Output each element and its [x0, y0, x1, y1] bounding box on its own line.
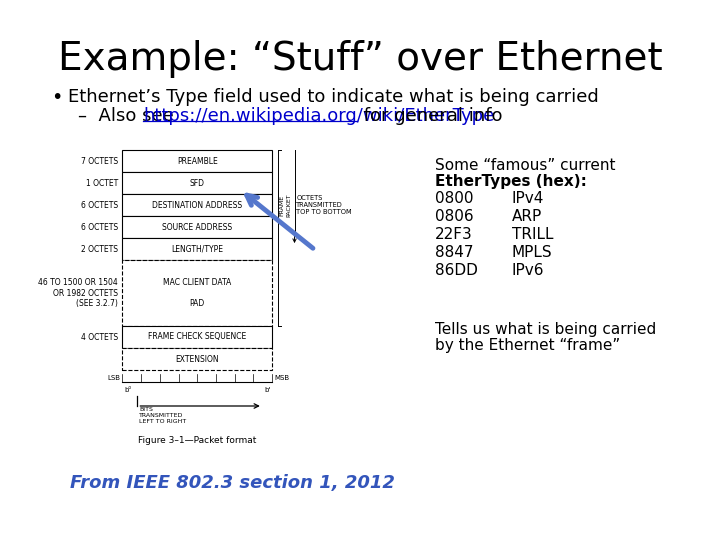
Text: SOURCE ADDRESS: SOURCE ADDRESS	[162, 222, 233, 232]
Text: IPv6: IPv6	[511, 263, 544, 278]
FancyBboxPatch shape	[122, 326, 272, 348]
Text: Figure 3–1—Packet format: Figure 3–1—Packet format	[138, 436, 256, 445]
Text: LENGTH/TYPE: LENGTH/TYPE	[171, 245, 223, 253]
FancyBboxPatch shape	[122, 216, 272, 238]
Text: for general info: for general info	[359, 107, 503, 125]
Text: 4 OCTETS: 4 OCTETS	[81, 333, 118, 341]
Text: Tells us what is being carried: Tells us what is being carried	[435, 322, 656, 337]
Text: 1 OCTET: 1 OCTET	[86, 179, 118, 187]
Text: OCTETS
TRANSMITTED
TOP TO BOTTOM: OCTETS TRANSMITTED TOP TO BOTTOM	[297, 194, 352, 215]
Text: MSB: MSB	[274, 375, 289, 381]
Text: TRILL: TRILL	[511, 227, 553, 242]
Text: Example: “Stuff” over Ethernet: Example: “Stuff” over Ethernet	[58, 40, 662, 78]
Text: 0806: 0806	[435, 209, 474, 224]
Text: 22F3: 22F3	[435, 227, 472, 242]
Text: 7 OCTETS: 7 OCTETS	[81, 157, 118, 165]
FancyBboxPatch shape	[122, 194, 272, 216]
Text: PACKET: PACKET	[287, 193, 292, 217]
Text: 0800: 0800	[435, 191, 473, 206]
FancyBboxPatch shape	[122, 172, 272, 194]
Text: Ethernet’s Type field used to indicate what is being carried: Ethernet’s Type field used to indicate w…	[68, 88, 599, 106]
Text: 2 OCTETS: 2 OCTETS	[81, 245, 118, 253]
Text: EtherTypes (hex):: EtherTypes (hex):	[435, 174, 587, 189]
Text: 86DD: 86DD	[435, 263, 477, 278]
Text: From IEEE 802.3 section 1, 2012: From IEEE 802.3 section 1, 2012	[70, 474, 395, 492]
Text: IPv4: IPv4	[511, 191, 544, 206]
Text: DESTINATION ADDRESS: DESTINATION ADDRESS	[152, 200, 243, 210]
FancyBboxPatch shape	[122, 150, 272, 172]
Text: by the Ethernet “frame”: by the Ethernet “frame”	[435, 338, 620, 353]
Text: BITS
TRANSMITTED
LEFT TO RIGHT: BITS TRANSMITTED LEFT TO RIGHT	[139, 407, 186, 423]
Text: MPLS: MPLS	[511, 245, 552, 260]
Text: •: •	[51, 88, 63, 107]
Text: LSB: LSB	[107, 375, 120, 381]
Text: SFD: SFD	[190, 179, 204, 187]
Text: b': b'	[264, 387, 270, 393]
Text: FRAME CHECK SEQUENCE: FRAME CHECK SEQUENCE	[148, 333, 246, 341]
Text: ARP: ARP	[511, 209, 541, 224]
Text: FRAME: FRAME	[279, 194, 284, 215]
FancyBboxPatch shape	[122, 238, 272, 260]
Text: 6 OCTETS: 6 OCTETS	[81, 200, 118, 210]
Text: https://en.wikipedia.org/wiki/EtherType: https://en.wikipedia.org/wiki/EtherType	[143, 107, 495, 125]
Text: MAC CLIENT DATA

PAD: MAC CLIENT DATA PAD	[163, 278, 231, 308]
Text: 46 TO 1500 OR 1504
OR 1982 OCTETS
(SEE 3.2.7): 46 TO 1500 OR 1504 OR 1982 OCTETS (SEE 3…	[38, 278, 118, 308]
Text: –  Also see: – Also see	[78, 107, 179, 125]
Text: EXTENSION: EXTENSION	[176, 354, 219, 363]
FancyBboxPatch shape	[122, 348, 272, 370]
Text: PREAMBLE: PREAMBLE	[177, 157, 217, 165]
Text: 8847: 8847	[435, 245, 473, 260]
Text: Some “famous” current: Some “famous” current	[435, 158, 616, 173]
FancyBboxPatch shape	[122, 260, 272, 326]
Text: 6 OCTETS: 6 OCTETS	[81, 222, 118, 232]
Text: b⁰: b⁰	[125, 387, 132, 393]
